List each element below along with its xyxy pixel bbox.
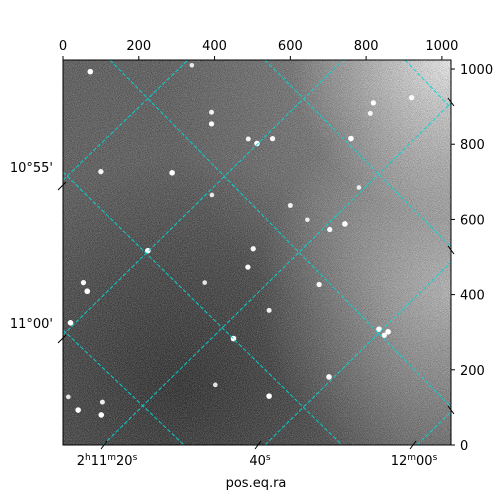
star — [385, 329, 391, 335]
star — [408, 94, 415, 101]
grid-line — [63, 60, 189, 181]
star — [213, 382, 218, 388]
star — [202, 280, 208, 285]
star — [169, 169, 175, 176]
right-tick-label: 400 — [460, 289, 485, 304]
star — [370, 100, 376, 106]
right-tick-label: 600 — [460, 213, 485, 228]
grid-line — [63, 329, 185, 445]
right-tick-label: 800 — [460, 138, 485, 153]
top-tick-label: 1000 — [425, 39, 458, 54]
left-tick-mark — [57, 181, 67, 191]
bottom-tick-mark — [254, 440, 262, 450]
star — [65, 394, 71, 400]
top-tick-label: 800 — [354, 39, 379, 54]
star — [80, 279, 87, 286]
grid-line — [63, 60, 344, 336]
star — [316, 281, 322, 288]
bottom-tick-label: 40s — [249, 453, 271, 469]
right-tick-label: 0 — [460, 439, 468, 454]
bottom-axis — [100, 440, 417, 450]
star — [245, 264, 251, 270]
star — [84, 288, 91, 295]
bottom-tick-label: 12m00s — [391, 453, 438, 469]
star — [376, 326, 382, 332]
star — [269, 135, 276, 142]
coordinate-grid — [63, 60, 451, 445]
grid-line — [109, 60, 451, 408]
top-tick-label: 0 — [59, 39, 67, 54]
star — [98, 412, 105, 418]
right-tick-label: 1000 — [460, 63, 493, 78]
star — [266, 307, 272, 313]
star — [189, 62, 195, 68]
left-tick-label: 11°00' — [10, 317, 53, 332]
right-grid-tick — [447, 405, 455, 415]
star — [245, 136, 251, 142]
star — [67, 320, 74, 326]
bottom-tick-mark — [100, 440, 108, 450]
right-grid-tick — [447, 97, 455, 107]
left-tick-mark — [57, 334, 67, 344]
star — [145, 247, 151, 254]
star — [326, 374, 332, 380]
grid-line — [416, 411, 451, 445]
top-tick-label: 600 — [278, 39, 303, 54]
star — [266, 393, 272, 399]
star — [87, 68, 94, 75]
left-axis — [57, 181, 67, 344]
star — [208, 121, 215, 127]
star — [342, 221, 348, 227]
right-tick-label: 200 — [460, 364, 485, 379]
star — [381, 332, 387, 338]
top-tick-label: 200 — [126, 39, 151, 54]
star — [254, 140, 260, 147]
star — [209, 109, 215, 115]
bottom-tick-label: 2h11m20s — [77, 453, 138, 469]
star-field — [65, 62, 415, 418]
right-axis: 0 200 400 600 800 1000 — [447, 63, 493, 454]
right-grid-tick — [447, 245, 455, 255]
x-axis-label: pos.eq.ra — [226, 476, 287, 491]
grid-line — [264, 261, 451, 445]
star — [99, 399, 105, 405]
star — [305, 217, 310, 223]
star — [356, 185, 362, 190]
sky-image — [63, 60, 451, 445]
star — [98, 169, 104, 175]
bottom-tick-mark — [409, 440, 417, 450]
star — [209, 192, 215, 198]
star — [250, 246, 256, 252]
grid-line — [63, 171, 343, 445]
star — [348, 135, 354, 142]
top-axis: 0 200 400 600 800 1000 — [59, 39, 458, 60]
grid-line — [264, 60, 451, 248]
left-tick-label: 10°55' — [10, 161, 53, 176]
top-tick-label: 400 — [202, 39, 227, 54]
grid-line — [404, 60, 451, 109]
plot-frame — [62, 59, 452, 446]
star — [287, 203, 293, 208]
star — [327, 226, 333, 233]
star — [367, 110, 373, 116]
grid-line — [102, 102, 451, 445]
star — [75, 407, 81, 413]
